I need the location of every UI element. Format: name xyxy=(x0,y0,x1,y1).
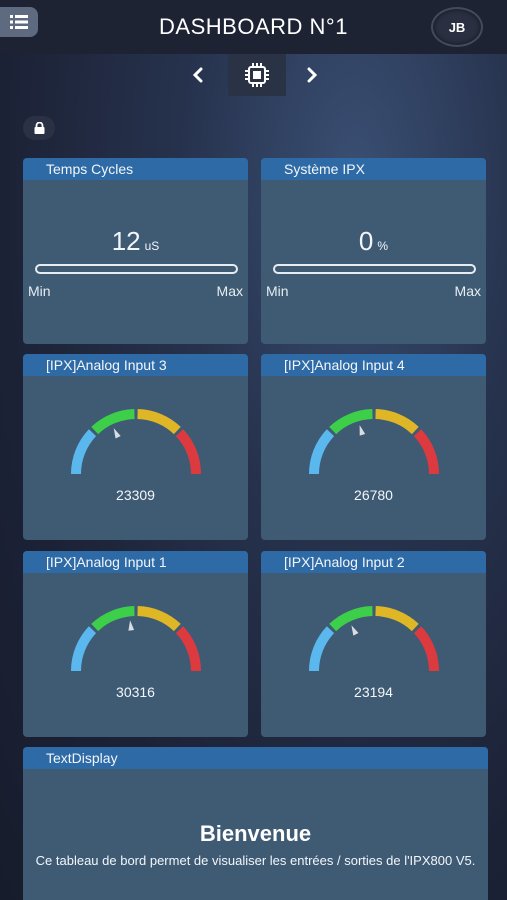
gauge-segment xyxy=(309,429,335,475)
gauge-segment xyxy=(137,606,181,632)
gauge-value: 23194 xyxy=(354,684,393,700)
widget-title: [IPX]Analog Input 4 xyxy=(261,354,486,376)
level-bar xyxy=(273,264,476,274)
top-bar: DASHBOARD N°1 JB xyxy=(0,0,507,54)
text-body: Ce tableau de bord permet de visualiser … xyxy=(35,853,476,868)
gauge-pointer xyxy=(113,428,121,439)
widget-title: Temps Cycles xyxy=(23,158,248,180)
widget-analog-input-4[interactable]: [IPX]Analog Input 4 26780 xyxy=(261,354,486,540)
chevron-right-icon xyxy=(307,67,318,83)
widget-text-display[interactable]: TextDisplay Bienvenue Ce tableau de bord… xyxy=(23,747,488,900)
value-number: 12 xyxy=(111,226,141,256)
gauge xyxy=(71,606,201,672)
gauge-segment xyxy=(91,606,135,632)
max-label: Max xyxy=(454,283,481,299)
gauge xyxy=(309,409,439,475)
chevron-left-icon xyxy=(192,67,203,83)
widget-analog-input-3[interactable]: [IPX]Analog Input 3 23309 xyxy=(23,354,248,540)
dashboard-selector[interactable] xyxy=(228,54,286,96)
gauge-segment xyxy=(137,409,181,435)
value-unit: uS xyxy=(144,239,160,253)
gauge-segment xyxy=(329,409,373,435)
min-label: Min xyxy=(266,283,289,299)
gauge-value: 26780 xyxy=(354,487,393,503)
widget-title: Système IPX xyxy=(261,158,486,180)
gauge-pointer xyxy=(351,625,359,636)
text-heading: Bienvenue xyxy=(199,821,312,846)
lock-icon xyxy=(34,122,44,134)
widget-value: 12 uS xyxy=(23,226,248,257)
gauge xyxy=(71,409,201,475)
widget-title: [IPX]Analog Input 3 xyxy=(23,354,248,376)
gauge-segment xyxy=(309,626,335,672)
widget-analog-input-2[interactable]: [IPX]Analog Input 2 23194 xyxy=(261,551,486,737)
gauge-segment xyxy=(413,429,439,475)
list-icon xyxy=(10,15,28,29)
gauge-pointer xyxy=(128,620,135,631)
max-label: Max xyxy=(216,283,243,299)
gauge-value: 30316 xyxy=(116,684,155,700)
gauge-segment xyxy=(175,429,201,475)
level-bar xyxy=(35,264,238,274)
widget-title: [IPX]Analog Input 2 xyxy=(261,551,486,573)
min-label: Min xyxy=(28,283,51,299)
dashboard-nav xyxy=(180,54,330,96)
value-number: 0 xyxy=(358,226,374,256)
gauge-segment xyxy=(413,626,439,672)
gauge-segment xyxy=(375,409,419,435)
value-unit: % xyxy=(377,239,389,253)
gauge-segment xyxy=(329,606,373,632)
widget-temps-cycles[interactable]: Temps Cycles 12 uS Min Max xyxy=(23,158,248,344)
chip-icon xyxy=(245,63,269,87)
avatar[interactable]: JB xyxy=(431,7,483,47)
gauge-value: 23309 xyxy=(116,487,155,503)
widget-title: [IPX]Analog Input 1 xyxy=(23,551,248,573)
next-dashboard-button[interactable] xyxy=(302,64,322,86)
widget-systeme-ipx[interactable]: Système IPX 0% Min Max xyxy=(261,158,486,344)
gauge xyxy=(309,606,439,672)
gauge-segment xyxy=(375,606,419,632)
prev-dashboard-button[interactable] xyxy=(188,64,208,86)
gauge-pointer xyxy=(359,425,366,436)
menu-button[interactable] xyxy=(0,7,38,37)
gauge-segment xyxy=(175,626,201,672)
gauge-segment xyxy=(71,626,97,672)
gauge-segment xyxy=(91,409,135,435)
widget-value: 0% xyxy=(261,226,486,257)
gauge-segment xyxy=(71,429,97,475)
lock-button[interactable] xyxy=(23,116,55,140)
widget-title: TextDisplay xyxy=(23,747,488,769)
widget-analog-input-1[interactable]: [IPX]Analog Input 1 30316 xyxy=(23,551,248,737)
page-title: DASHBOARD N°1 xyxy=(159,14,348,39)
